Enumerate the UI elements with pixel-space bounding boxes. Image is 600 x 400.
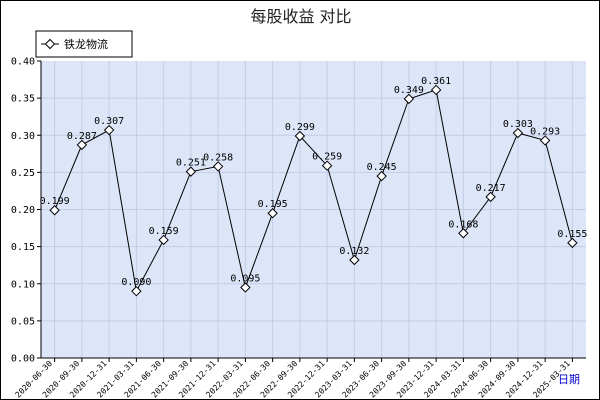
data-point-marker: [267, 208, 278, 219]
data-label: 0.155: [557, 229, 587, 240]
data-point-marker: [49, 205, 60, 216]
y-tick-label: 0.05: [11, 316, 35, 327]
data-label: 0.168: [448, 219, 478, 230]
data-label: 0.293: [530, 126, 560, 137]
data-label: 0.251: [176, 158, 206, 169]
legend: 铁龙物流: [35, 30, 133, 58]
data-label: 0.349: [394, 85, 424, 96]
data-point-marker: [131, 285, 142, 297]
data-point-marker: [185, 166, 197, 177]
y-tick-label: 0.20: [11, 205, 35, 216]
data-label: 0.258: [203, 152, 233, 163]
data-point-marker: [103, 124, 115, 136]
x-axis-ticks: 2020-06-302020-09-302020-12-312021-03-31…: [14, 358, 573, 399]
legend-label: 铁龙物流: [64, 37, 108, 51]
data-label: 0.217: [476, 183, 506, 194]
data-point-marker: [321, 160, 333, 171]
data-point-marker: [430, 84, 442, 96]
data-label: 0.132: [339, 246, 369, 257]
data-label: 0.259: [312, 152, 342, 163]
data-label: 0.299: [285, 122, 315, 133]
series-line: [54, 89, 573, 293]
data-label: 0.199: [40, 196, 70, 207]
series-layer: [49, 84, 578, 297]
data-point-marker: [76, 139, 88, 151]
y-tick-label: 0.00: [11, 354, 35, 365]
y-tick-label: 0.35: [11, 94, 35, 105]
data-point-marker: [539, 135, 551, 146]
data-label: 0.361: [421, 76, 451, 87]
data-label: 0.195: [258, 199, 288, 210]
data-point-marker: [512, 127, 524, 139]
grid-lines: [41, 61, 586, 358]
data-point-marker: [158, 234, 169, 246]
data-point-marker: [567, 237, 578, 249]
chart-title: 每股收益 对比: [250, 7, 351, 26]
data-label: 0.090: [121, 277, 151, 288]
y-tick-label: 0.30: [11, 131, 35, 142]
data-label: 0.303: [503, 119, 533, 130]
data-point-marker: [376, 170, 387, 182]
data-point-marker: [294, 130, 306, 142]
data-point-marker: [349, 254, 360, 266]
data-point-marker: [458, 228, 469, 239]
y-tick-label: 0.25: [11, 168, 35, 179]
legend-diamond-icon: [44, 38, 56, 50]
y-axis-ticks: 0.00 0.05 0.10 0.15 0.20 0.25 0.30 0.35 0.40: [11, 57, 41, 365]
data-point-marker: [240, 282, 251, 293]
y-tick-label: 0.40: [11, 57, 35, 68]
data-point-marker: [403, 93, 415, 105]
data-label: 0.307: [94, 116, 124, 127]
data-point-marker: [485, 191, 496, 203]
data-label: 0.159: [149, 226, 179, 237]
data-label: 0.287: [67, 131, 97, 142]
data-point-marker: [212, 161, 224, 172]
data-label: 0.245: [367, 162, 397, 173]
x-axis-unit-label: 日期: [558, 373, 580, 386]
y-tick-label: 0.15: [11, 242, 35, 253]
data-label: 0.095: [230, 273, 260, 284]
y-tick-label: 0.10: [11, 279, 35, 290]
